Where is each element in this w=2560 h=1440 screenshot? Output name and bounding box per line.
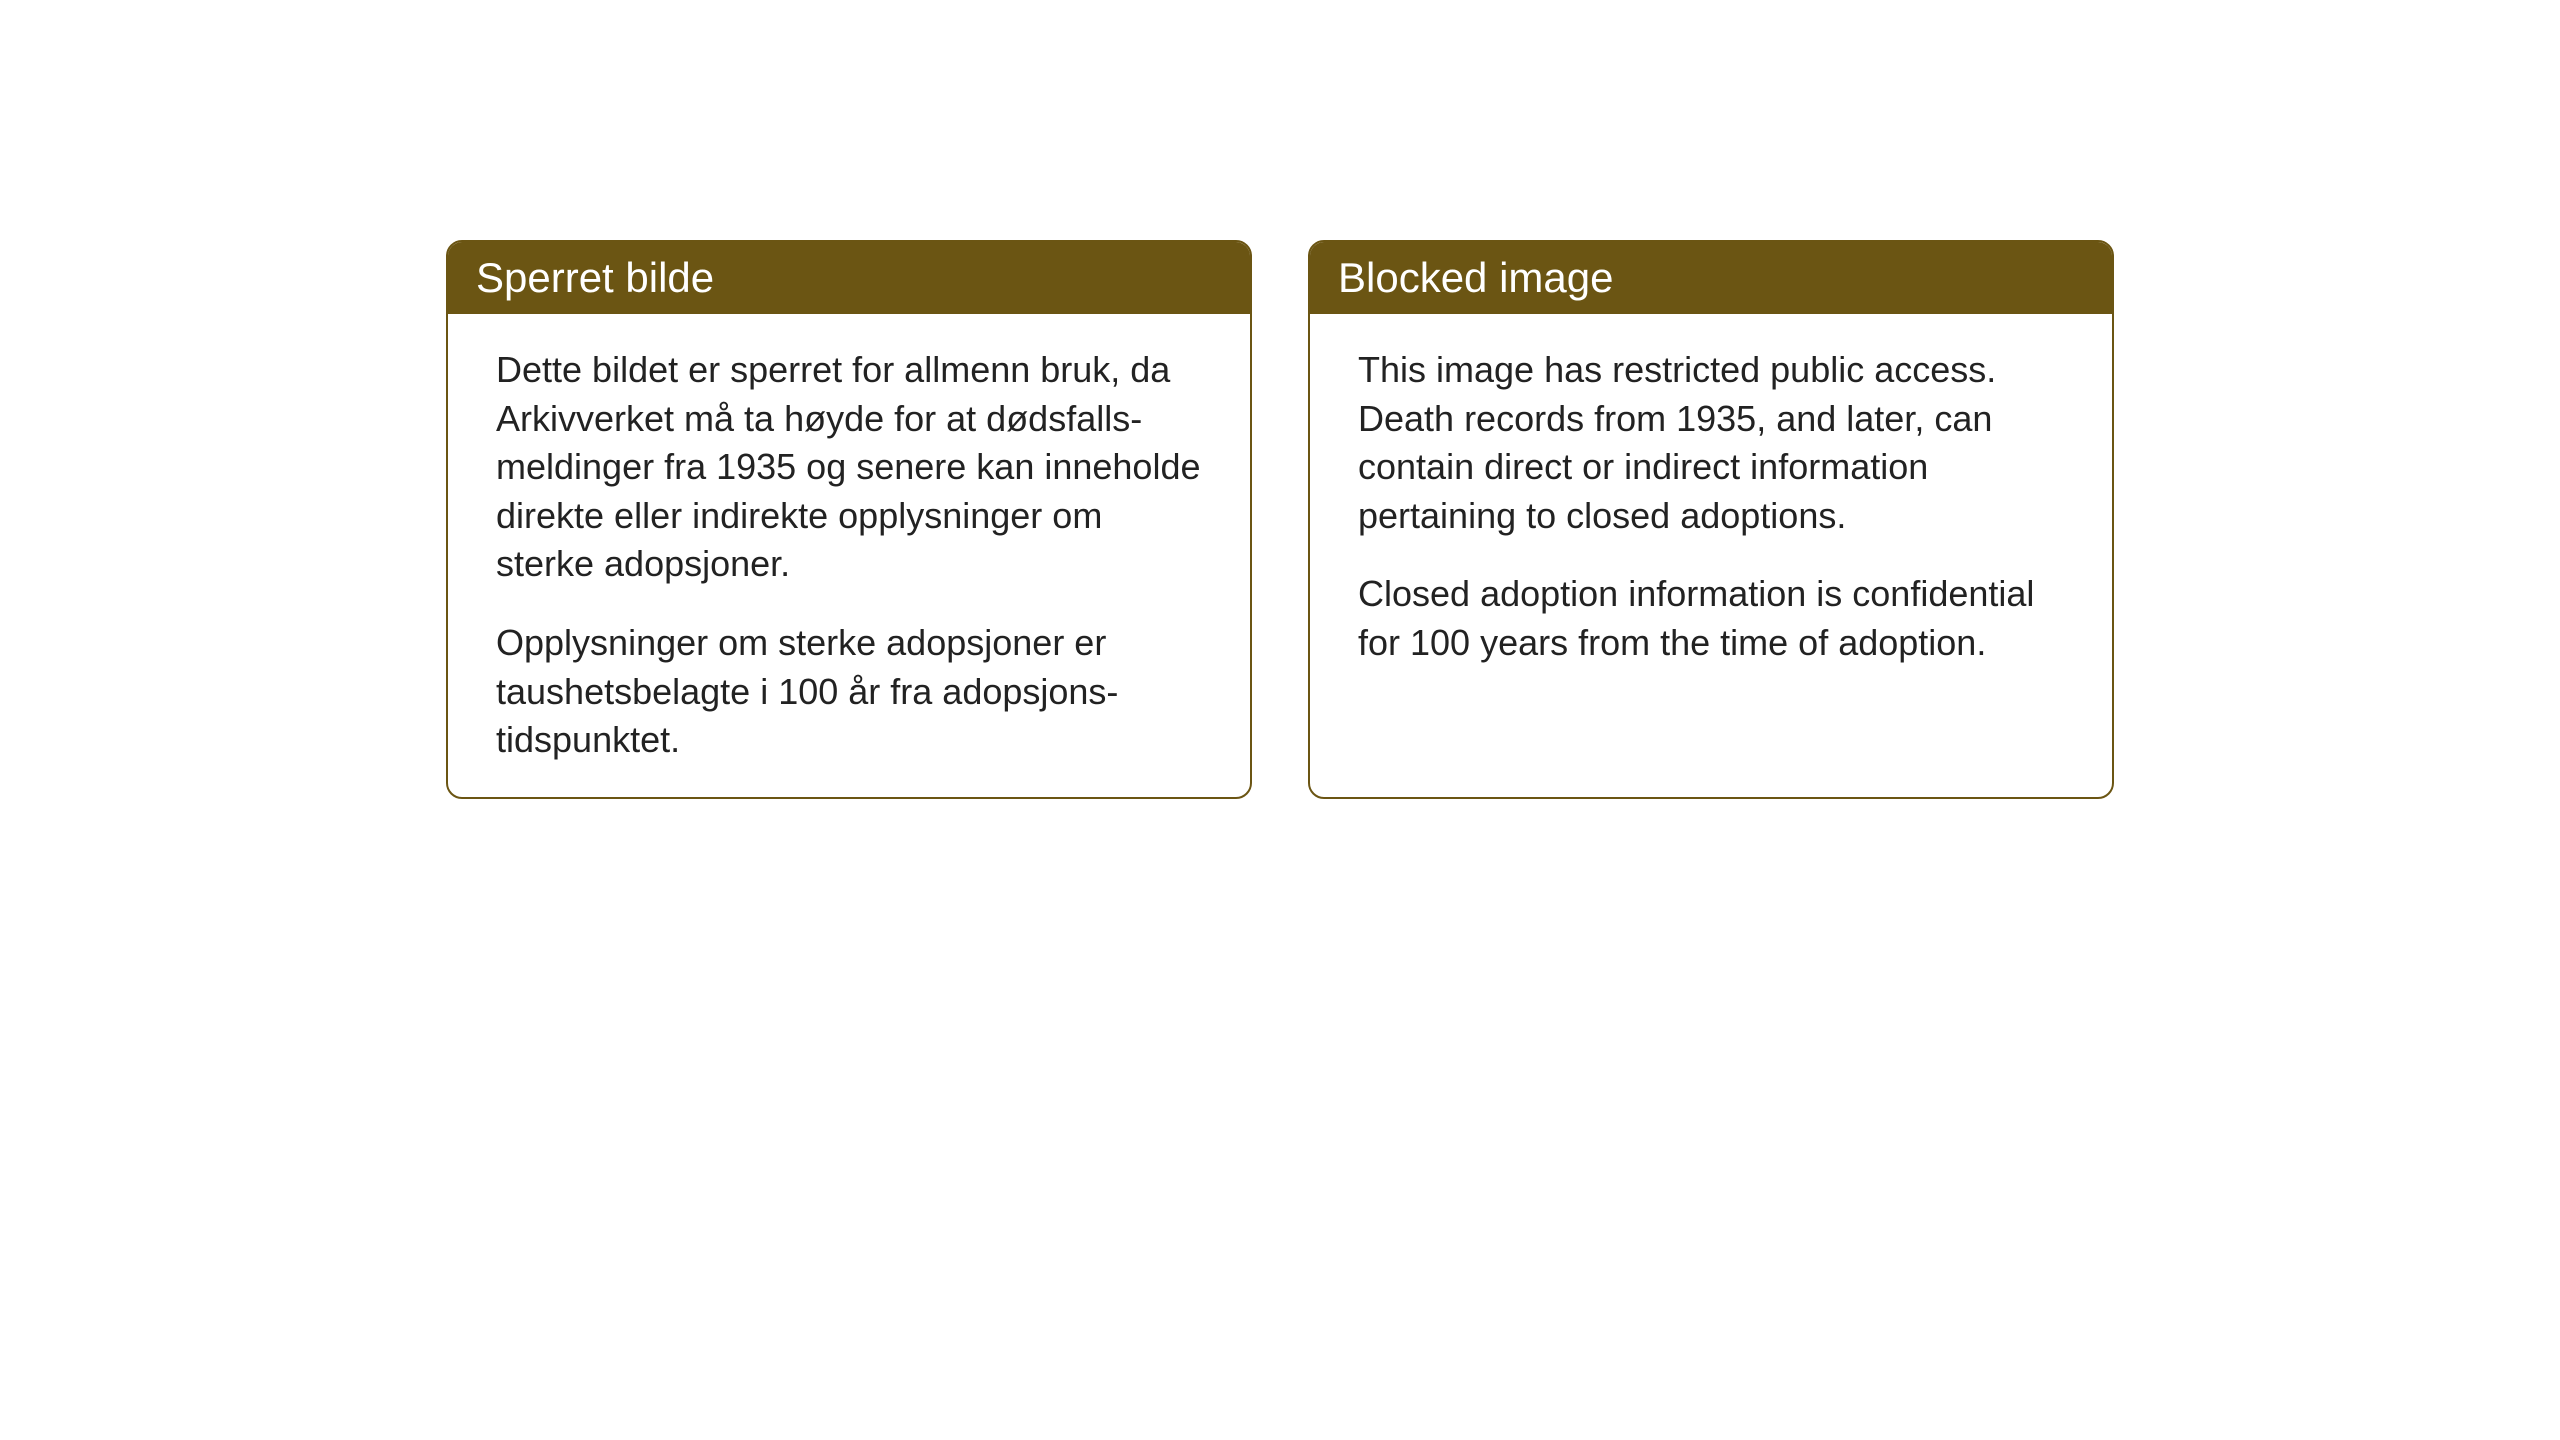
card-paragraph-english-2: Closed adoption information is confident… (1358, 570, 2064, 667)
card-title-norwegian: Sperret bilde (476, 254, 714, 301)
notice-card-english: Blocked image This image has restricted … (1308, 240, 2114, 799)
card-header-norwegian: Sperret bilde (448, 242, 1250, 314)
notice-container: Sperret bilde Dette bildet er sperret fo… (446, 240, 2114, 799)
notice-card-norwegian: Sperret bilde Dette bildet er sperret fo… (446, 240, 1252, 799)
card-paragraph-english-1: This image has restricted public access.… (1358, 346, 2064, 540)
card-body-english: This image has restricted public access.… (1310, 314, 2112, 700)
card-paragraph-norwegian-2: Opplysninger om sterke adopsjoner er tau… (496, 619, 1202, 765)
card-body-norwegian: Dette bildet er sperret for allmenn bruk… (448, 314, 1250, 797)
card-paragraph-norwegian-1: Dette bildet er sperret for allmenn bruk… (496, 346, 1202, 589)
card-header-english: Blocked image (1310, 242, 2112, 314)
card-title-english: Blocked image (1338, 254, 1613, 301)
